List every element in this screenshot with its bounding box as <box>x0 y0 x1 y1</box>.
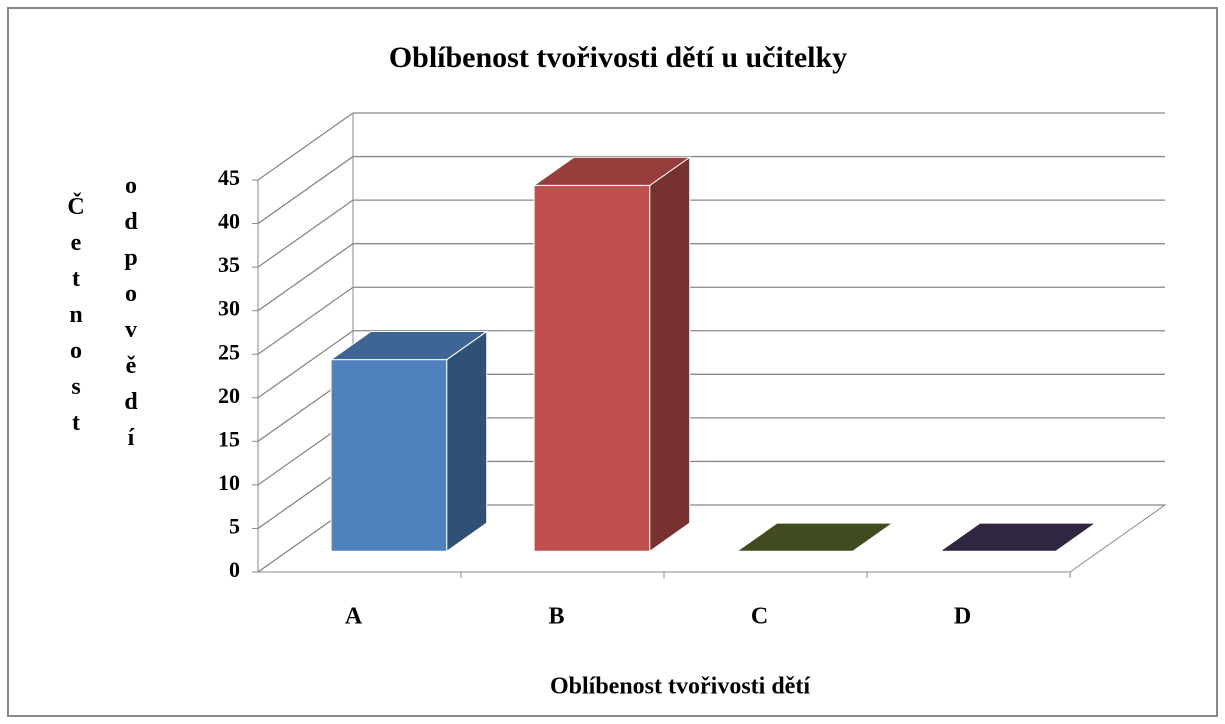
y-tick-label: 30 <box>218 296 240 321</box>
chart-title: Oblíbenost tvořivosti dětí u učitelky <box>389 41 847 74</box>
y-tick-label: 10 <box>218 470 240 495</box>
x-tick-label: A <box>345 604 363 630</box>
bar-side <box>446 330 488 553</box>
bar <box>735 522 895 552</box>
bar <box>532 156 692 553</box>
grid-line <box>257 286 1165 355</box>
bar <box>938 522 1098 552</box>
grid-line <box>257 155 1165 225</box>
x-tick-label: B <box>548 604 564 630</box>
bar-top <box>532 156 692 186</box>
x-tick-label: D <box>954 604 971 630</box>
bar-top <box>735 522 895 552</box>
x-tick-label: C <box>751 604 768 630</box>
bar-front <box>330 359 448 552</box>
bar <box>329 330 489 553</box>
y-tick-label: 5 <box>229 513 240 538</box>
bar-top <box>938 522 1098 552</box>
y-tick-label: 20 <box>218 383 240 408</box>
grid-line <box>257 330 1165 399</box>
bar-top <box>329 330 489 361</box>
y-tick-label: 15 <box>218 426 240 451</box>
bar-front <box>533 184 651 552</box>
y-tick-label: 25 <box>218 339 240 364</box>
y-tick-label: 40 <box>218 209 240 234</box>
bar-side <box>649 156 691 553</box>
grid-line <box>257 243 1165 312</box>
grid-line <box>257 112 1165 181</box>
grid-line <box>257 199 1165 268</box>
x-axis-label: Oblíbenost tvořivosti dětí <box>550 674 810 700</box>
y-tick-label: 45 <box>218 165 240 190</box>
y-tick-label: 35 <box>218 252 240 277</box>
y-tick-label: 0 <box>229 557 240 582</box>
